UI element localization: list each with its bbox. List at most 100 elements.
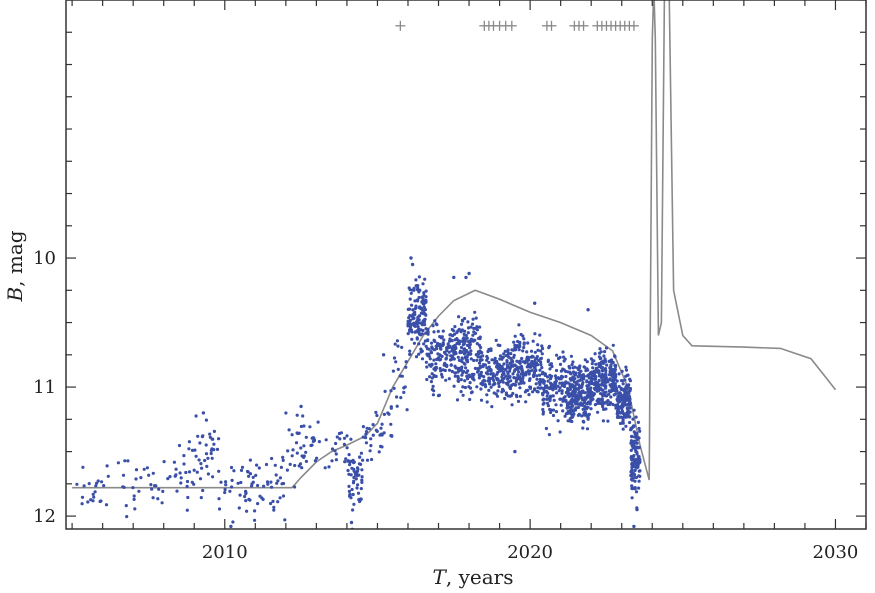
data-point <box>434 344 438 348</box>
data-point <box>503 349 507 353</box>
data-point <box>638 469 642 473</box>
data-point <box>348 494 352 498</box>
data-point <box>512 355 516 359</box>
data-point <box>248 472 253 476</box>
data-point <box>628 415 632 419</box>
data-point <box>265 480 270 484</box>
data-point <box>338 437 342 441</box>
data-point <box>468 397 472 402</box>
data-point <box>239 468 244 472</box>
data-point <box>201 411 206 415</box>
data-point <box>627 391 631 395</box>
data-point <box>512 376 516 380</box>
data-point <box>554 368 559 373</box>
data-point <box>479 398 484 402</box>
data-point <box>606 380 610 384</box>
data-point <box>609 401 613 405</box>
data-point <box>551 408 556 412</box>
data-point <box>458 339 462 344</box>
data-point <box>517 370 521 374</box>
data-point <box>553 374 558 378</box>
data-point <box>436 394 441 398</box>
data-point <box>106 474 110 478</box>
data-point <box>614 387 619 391</box>
data-point <box>466 320 470 324</box>
data-point <box>456 379 460 383</box>
data-point <box>634 457 638 461</box>
data-point <box>621 418 625 422</box>
data-point <box>463 316 467 321</box>
data-point <box>586 417 590 421</box>
data-point <box>572 412 576 416</box>
data-point <box>568 366 572 370</box>
data-point <box>623 378 627 382</box>
x-tick-label: 2030 <box>813 542 859 563</box>
data-point <box>236 481 240 485</box>
data-point <box>621 427 625 431</box>
data-point <box>542 401 546 405</box>
data-point <box>178 471 182 475</box>
data-point <box>125 515 129 519</box>
data-point <box>134 477 138 481</box>
data-point <box>531 339 535 343</box>
data-point <box>324 438 328 442</box>
data-point <box>404 360 408 364</box>
data-point <box>105 464 109 468</box>
data-point <box>487 388 491 392</box>
data-point <box>212 442 216 446</box>
data-point <box>611 343 615 347</box>
data-point <box>567 394 571 399</box>
data-point <box>460 328 464 332</box>
data-point <box>290 454 294 458</box>
data-point <box>493 361 497 365</box>
y-tick-label: 11 <box>33 377 56 398</box>
data-point <box>581 419 585 423</box>
data-point <box>477 361 482 365</box>
data-point <box>481 379 485 383</box>
ticks-layer: 2010 2020 2030 10 11 12 <box>33 0 867 563</box>
data-point <box>367 427 371 431</box>
data-point <box>425 377 429 382</box>
data-point <box>352 475 356 480</box>
data-point <box>184 470 188 475</box>
data-point <box>520 381 524 385</box>
data-point <box>609 364 613 368</box>
data-point <box>288 462 292 466</box>
data-point <box>276 479 280 483</box>
data-point <box>566 411 570 415</box>
data-point <box>161 489 165 493</box>
data-point <box>526 362 531 366</box>
data-point <box>439 369 443 373</box>
data-point <box>589 407 593 411</box>
data-point <box>416 325 420 329</box>
data-point <box>600 382 604 386</box>
data-point <box>604 390 608 394</box>
data-point <box>620 369 624 373</box>
data-point <box>380 433 384 437</box>
data-point <box>489 385 493 389</box>
data-point <box>364 432 368 436</box>
data-point <box>454 345 458 349</box>
data-point <box>428 357 432 361</box>
data-point <box>436 329 440 333</box>
data-point <box>541 346 545 351</box>
data-point <box>628 377 632 381</box>
data-point <box>375 413 379 418</box>
data-point <box>541 407 545 412</box>
data-point <box>313 459 317 463</box>
data-point <box>603 350 607 354</box>
data-point <box>634 445 638 449</box>
data-point <box>432 389 436 393</box>
data-point <box>596 385 600 389</box>
data-point <box>629 470 633 474</box>
data-point <box>316 420 320 424</box>
data-point <box>495 394 500 398</box>
data-point <box>510 348 514 352</box>
data-point <box>413 310 417 314</box>
data-point <box>522 342 526 346</box>
data-point <box>270 456 274 461</box>
data-point <box>352 461 356 465</box>
data-point <box>537 373 542 377</box>
data-point <box>559 403 563 407</box>
data-point <box>485 366 489 370</box>
